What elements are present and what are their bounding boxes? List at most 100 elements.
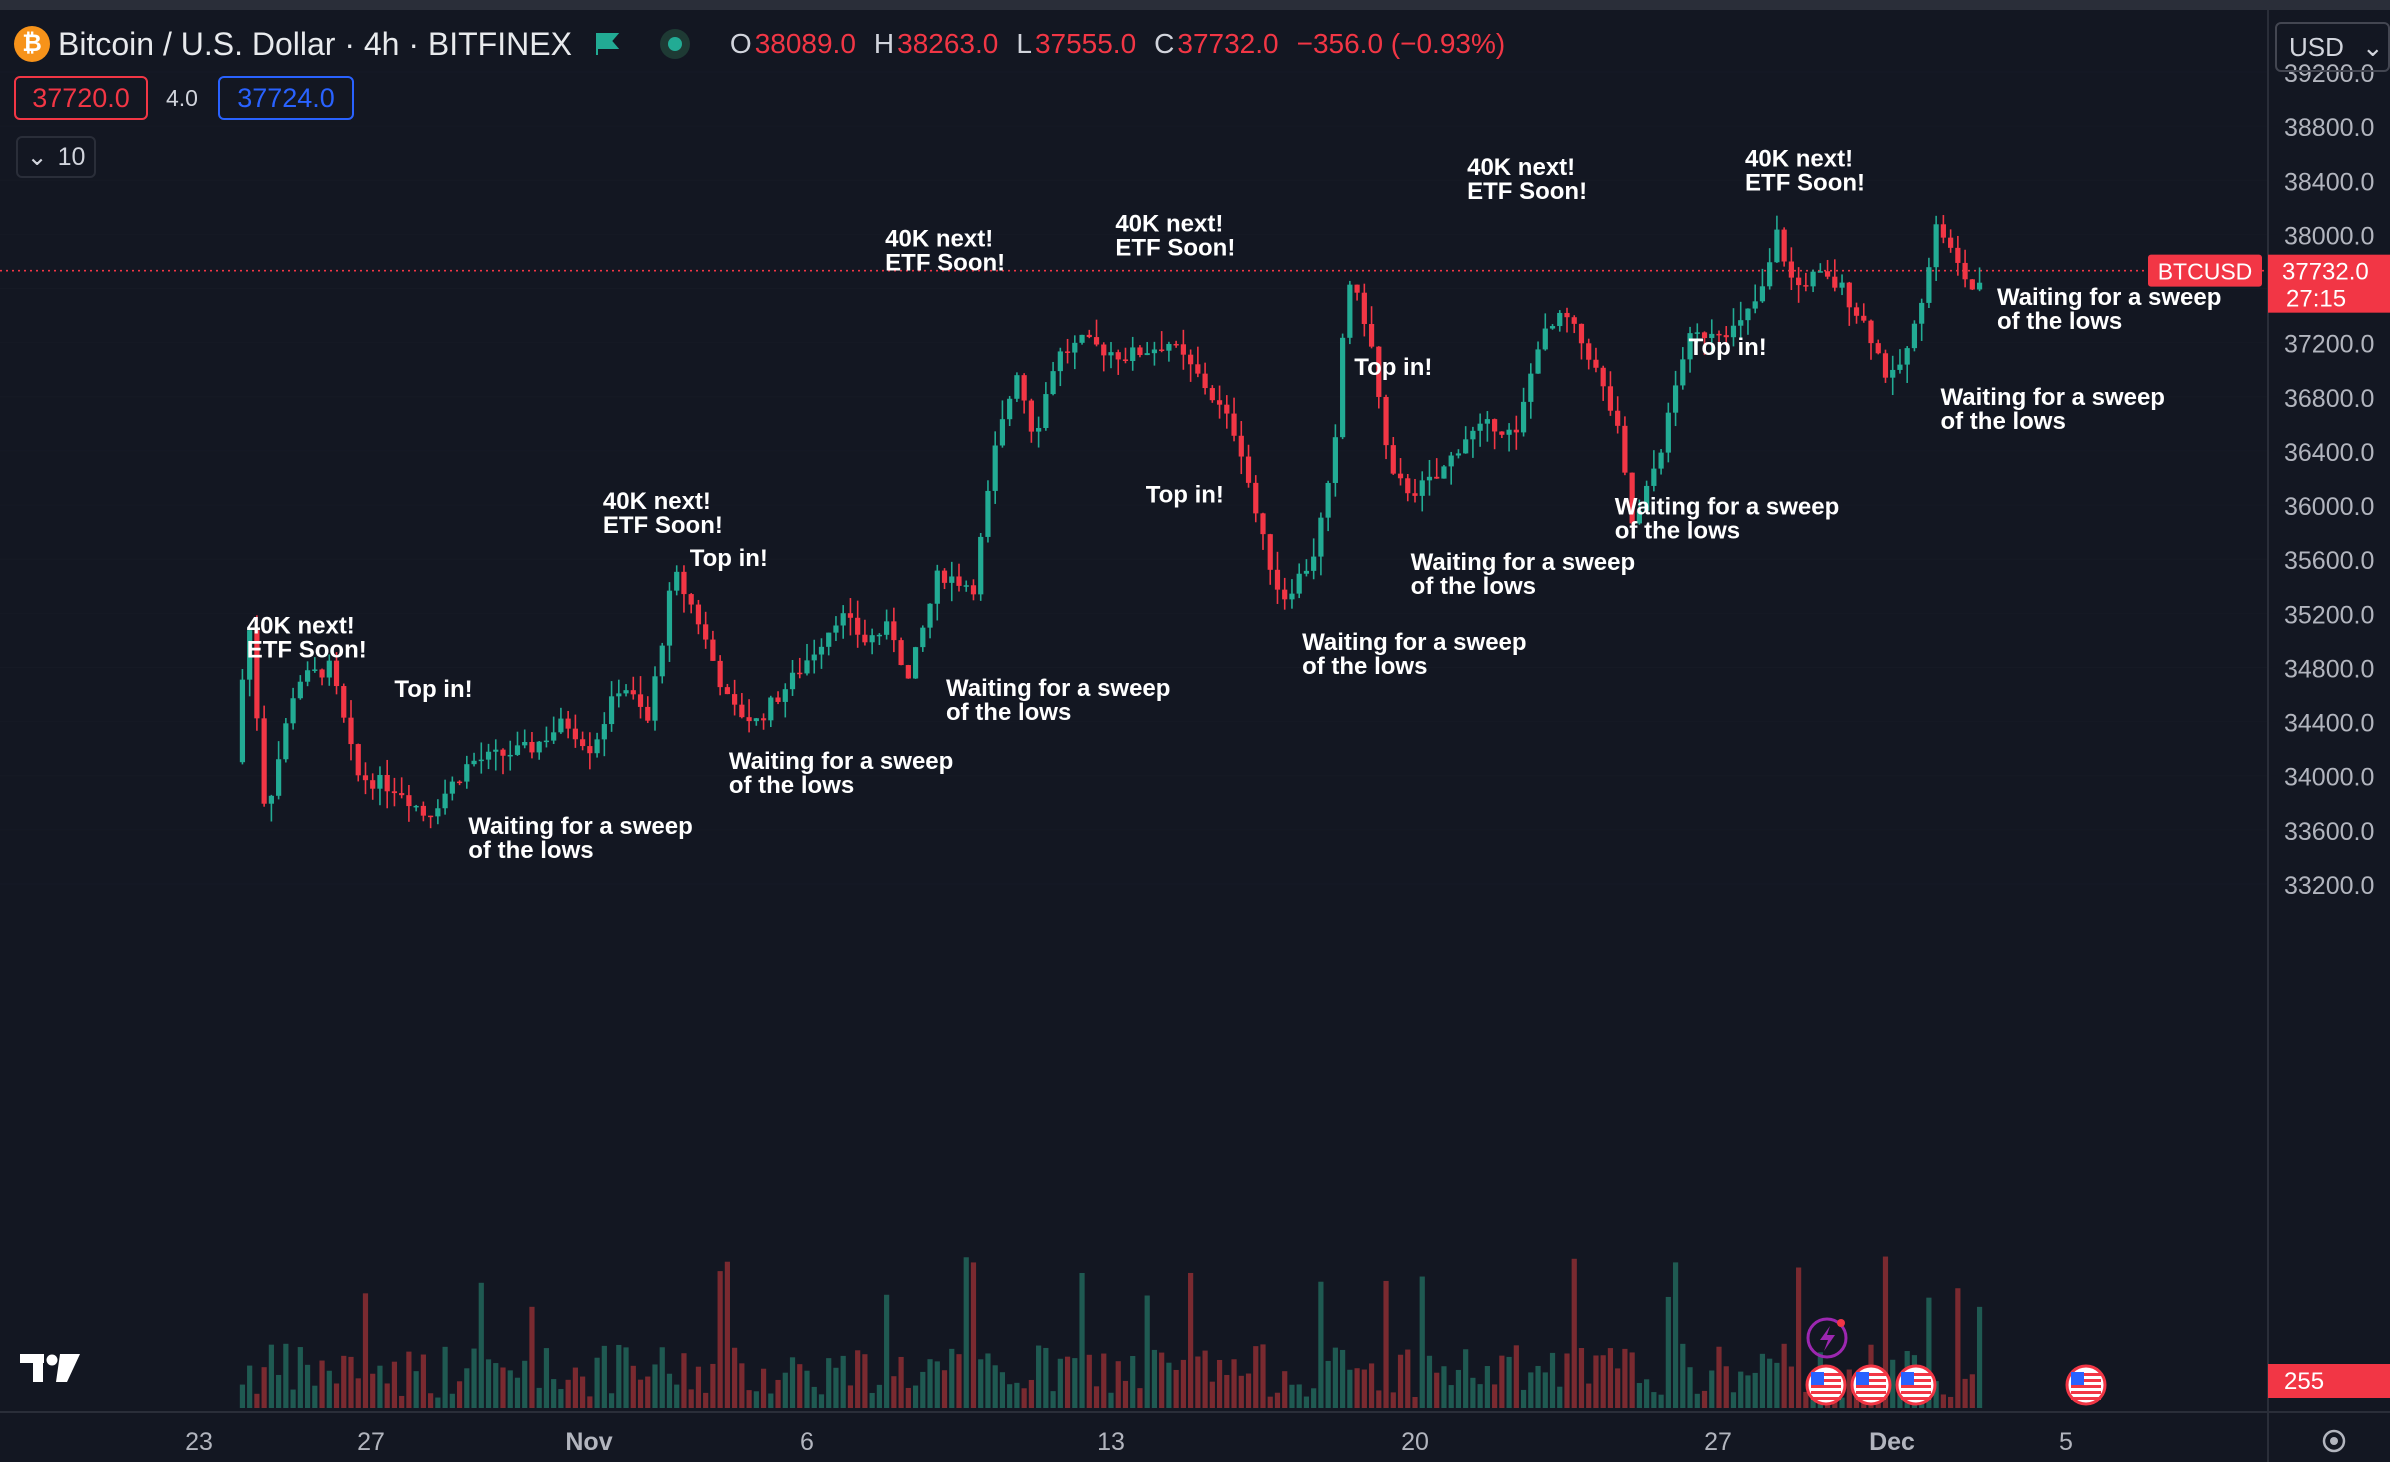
volume-bar <box>601 1345 607 1408</box>
flag-icon[interactable] <box>594 31 620 57</box>
volume-bar <box>1810 1394 1816 1408</box>
volume-bar <box>1151 1349 1158 1408</box>
volume-bar <box>1520 1389 1527 1408</box>
candle-body <box>442 793 448 809</box>
candle-body <box>1224 404 1230 414</box>
candle-body <box>876 634 882 637</box>
volume-bar <box>1767 1358 1773 1408</box>
us-flag-event-icon[interactable] <box>2065 1364 2107 1406</box>
volume-bar <box>1636 1383 1642 1408</box>
volume-bar <box>377 1365 383 1408</box>
gear-icon[interactable] <box>2322 1429 2346 1453</box>
volume-bar <box>970 1262 977 1408</box>
volume-bar <box>992 1365 998 1408</box>
us-flag-event-icon[interactable] <box>1850 1364 1892 1406</box>
y-axis-ticks: 39200.038800.038400.038000.037600.037200… <box>2284 60 2374 900</box>
x-tick-label: 13 <box>1097 1428 1125 1456</box>
candle-body <box>239 679 246 763</box>
volume-bar <box>536 1387 542 1408</box>
market-status-icon[interactable] <box>659 29 690 59</box>
candle-body <box>1730 325 1737 338</box>
candle-body <box>1940 224 1946 238</box>
symbol-title[interactable]: Bitcoin / U.S. Dollar · 4h · BITFINEX <box>58 25 572 62</box>
volume-bar <box>1383 1280 1389 1408</box>
sell-price-button[interactable]: 37720.0 <box>14 76 148 120</box>
candle-body <box>1412 493 1418 496</box>
candle-body <box>1470 430 1476 440</box>
candle-body <box>912 647 919 679</box>
volume-bar <box>333 1383 340 1408</box>
candle-body <box>391 791 398 794</box>
candle-body <box>1680 359 1686 386</box>
volume-bar <box>362 1293 369 1408</box>
tradingview-logo-icon[interactable] <box>20 1350 82 1386</box>
chart-header: ₿ Bitcoin / U.S. Dollar · 4h · BITFINEX … <box>14 22 1523 66</box>
candle-body <box>847 613 854 618</box>
volume-bar <box>891 1376 897 1408</box>
volume-bar <box>717 1271 723 1408</box>
volume-bar <box>1839 1397 1845 1408</box>
volume-bar <box>1340 1349 1346 1408</box>
candle-body <box>601 724 607 740</box>
candle-body <box>1484 419 1490 424</box>
volume-bar <box>999 1372 1006 1408</box>
annotation-label: Waiting for a sweep of the lows <box>946 675 1170 726</box>
volume-bar <box>1448 1385 1454 1408</box>
candle-body <box>326 660 332 678</box>
candle-body <box>1557 312 1563 327</box>
volume-bar <box>1115 1361 1121 1408</box>
candle-body <box>826 632 832 647</box>
volume-bar <box>1253 1346 1259 1408</box>
buy-price-button[interactable]: 37724.0 <box>218 76 354 120</box>
candle-body <box>1289 593 1295 600</box>
volume-bar <box>1188 1272 1194 1408</box>
y-tick-label: 33600.0 <box>2284 818 2374 846</box>
candle-body <box>1738 320 1744 326</box>
candle-body <box>1448 455 1454 467</box>
lightning-event-icon[interactable] <box>1806 1317 1848 1359</box>
candle-body <box>500 749 506 756</box>
candle-body <box>797 672 803 675</box>
candle-body <box>688 594 694 605</box>
event-icons[interactable] <box>1805 1317 2107 1406</box>
bar-countdown: 27:15 <box>2286 286 2346 313</box>
volume-bar <box>1274 1392 1281 1408</box>
volume-bar <box>688 1389 694 1408</box>
volume-bar <box>399 1395 405 1408</box>
candle-body <box>695 604 702 625</box>
candle-body <box>406 795 412 807</box>
volume-bar <box>1202 1350 1208 1408</box>
candle-body <box>1209 388 1215 401</box>
candle-body <box>1824 271 1831 277</box>
volume-bar <box>884 1294 890 1408</box>
candle-body <box>637 694 644 707</box>
candle-body <box>1897 364 1903 370</box>
volume-bar <box>1745 1375 1751 1408</box>
candle-body <box>1672 385 1679 413</box>
candle-body <box>428 815 434 818</box>
currency-select[interactable]: USD ⌄ <box>2275 22 2390 72</box>
volume-bar <box>1093 1386 1100 1408</box>
volume-bar <box>1238 1375 1244 1408</box>
candle-body <box>1007 398 1013 420</box>
volume-bar <box>1296 1384 1302 1408</box>
y-tick-label: 38400.0 <box>2284 168 2374 196</box>
volume-bar <box>623 1347 629 1408</box>
candle-body <box>543 740 550 743</box>
us-flag-event-icon[interactable] <box>1895 1364 1937 1406</box>
candle-body <box>1969 279 1975 290</box>
indicators-toggle-button[interactable]: ⌄ 10 <box>16 136 96 178</box>
volume-bar <box>1564 1353 1570 1408</box>
volume-bar <box>276 1374 282 1408</box>
candle-body <box>1774 229 1780 263</box>
volume-bar <box>283 1343 289 1408</box>
candle-body <box>1622 425 1628 473</box>
y-tick-label: 38000.0 <box>2284 222 2374 250</box>
candle-body <box>1173 343 1179 346</box>
annotation-label: Top in! <box>1689 334 1767 361</box>
volume-bar <box>529 1306 535 1408</box>
us-flag-event-icon[interactable] <box>1805 1364 1847 1406</box>
volume-bar <box>956 1354 962 1408</box>
volume-bar <box>239 1384 246 1408</box>
